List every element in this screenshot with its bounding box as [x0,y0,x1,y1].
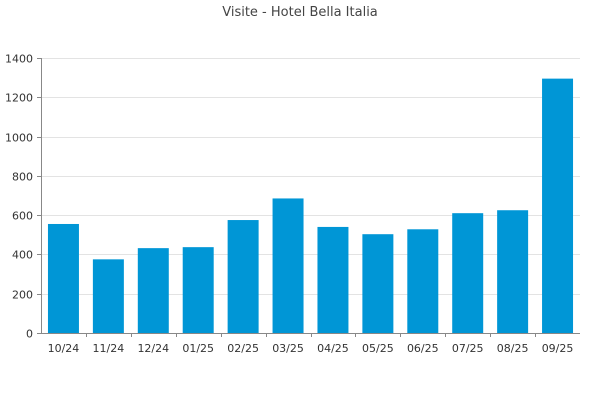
gridlines [41,58,580,295]
y-tick-label: 0 [26,328,33,341]
y-tick-label: 600 [12,210,33,223]
bar-03-25 [272,198,304,333]
y-tick-label: 400 [12,249,33,262]
bar-01-25 [182,247,214,333]
bar-11-24 [92,259,124,333]
x-tick-labels: 10/24 11/24 12/24 01/25 02/25 03/25 04/25 05/25… [48,342,574,355]
bar-05-25 [362,234,394,333]
bar-06-25 [407,229,439,333]
x-tick-label: 08/25 [497,342,529,355]
bars [47,78,574,334]
x-tick-label: 04/25 [317,342,349,355]
x-tick-label: 10/24 [48,342,80,355]
y-tick-label: 200 [12,289,33,302]
x-tick-label: 06/25 [407,342,439,355]
y-tick-label: 800 [12,171,33,184]
x-tick-label: 05/25 [362,342,394,355]
x-tick-label: 11/24 [93,342,125,355]
x-tick-label: 09/25 [542,342,574,355]
y-tick-labels: 0 200 400 600 800 1000 1200 1400 [5,53,33,341]
x-tick-label: 03/25 [272,342,304,355]
x-tick-label: 01/25 [182,342,214,355]
bar-02-25 [227,220,259,333]
bar-12-24 [137,248,169,333]
y-tick-label: 1400 [5,53,33,66]
x-tick-label: 02/25 [227,342,259,355]
x-tick-label: 07/25 [452,342,484,355]
chart-title: Visite - Hotel Bella Italia [222,5,378,20]
y-tick-label: 1200 [5,92,33,105]
bar-10-24 [47,223,79,333]
bar-04-25 [317,226,349,333]
axes [37,58,580,337]
x-tick-label: 12/24 [137,342,169,355]
y-tick-label: 1000 [5,132,33,145]
bar-09-25 [542,78,574,334]
bar-07-25 [452,213,484,333]
bar-08-25 [497,210,529,333]
